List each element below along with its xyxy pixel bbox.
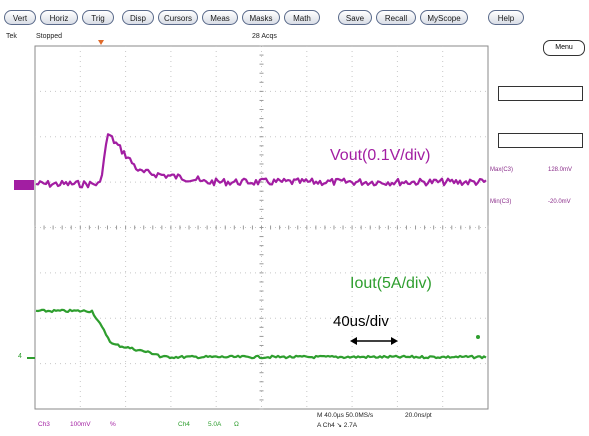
- acquisition-state: Stopped: [36, 33, 63, 40]
- trig-button[interactable]: Trig: [82, 10, 114, 25]
- masks-button[interactable]: Masks: [242, 10, 280, 25]
- acquisition-count: 28 Acqs: [252, 33, 277, 40]
- min-measurement-value: -20.0mV: [548, 199, 571, 205]
- trigger-level-marker: [476, 335, 480, 339]
- side-readout-box-1: [498, 86, 583, 101]
- vout-trace: [35, 133, 487, 189]
- toolbar: Vert Horiz Trig Disp Cursors Meas Masks …: [0, 0, 589, 34]
- timebase-arrow-left-head: [350, 337, 357, 345]
- trigger-readout: A Ch4 ↘ 2.7A: [317, 422, 358, 429]
- min-measurement-label: Min(C3): [490, 199, 512, 205]
- iout-trace: [35, 308, 487, 360]
- help-button[interactable]: Help: [488, 10, 524, 25]
- ch3-coupling: %: [110, 421, 116, 428]
- myscope-button[interactable]: MyScope: [420, 10, 468, 25]
- math-button[interactable]: Math: [284, 10, 320, 25]
- menu-button[interactable]: Menu: [543, 40, 585, 56]
- max-measurement-value: 128.0mV: [548, 167, 573, 173]
- iout-label: Iout(5A/div): [350, 275, 432, 292]
- ch3-scale: 100mV: [70, 421, 91, 428]
- graticule-grid: [34, 45, 489, 410]
- ch4-scale: 5.0A: [208, 421, 222, 428]
- brand-label: Tek: [6, 33, 17, 40]
- ch3-ground-marker: [14, 180, 34, 190]
- horiz-button[interactable]: Horiz: [40, 10, 78, 25]
- ch4-level-marker: [27, 357, 35, 359]
- horizontal-readout: M 40.0µs 50.0MS/s: [317, 412, 374, 419]
- recall-button[interactable]: Recall: [376, 10, 416, 25]
- vert-button[interactable]: Vert: [4, 10, 36, 25]
- timebase-label: 40us/div: [333, 313, 389, 330]
- trigger-position-marker: [98, 40, 104, 45]
- ch4-coupling: Ω: [234, 421, 239, 428]
- meas-button[interactable]: Meas: [202, 10, 238, 25]
- per-point-readout: 20.0ns/pt: [405, 412, 432, 419]
- ch4-label: Ch4: [178, 421, 190, 428]
- ch3-label: Ch3: [38, 421, 50, 428]
- cursors-button[interactable]: Cursors: [158, 10, 198, 25]
- disp-button[interactable]: Disp: [122, 10, 154, 25]
- side-readout-box-2: [498, 133, 583, 148]
- save-button[interactable]: Save: [338, 10, 372, 25]
- timebase-arrow-right-head: [391, 337, 398, 345]
- ch4-marker-label: 4: [18, 353, 22, 360]
- max-measurement-label: Max(C3): [490, 167, 514, 173]
- vout-label: Vout(0.1V/div): [330, 147, 431, 164]
